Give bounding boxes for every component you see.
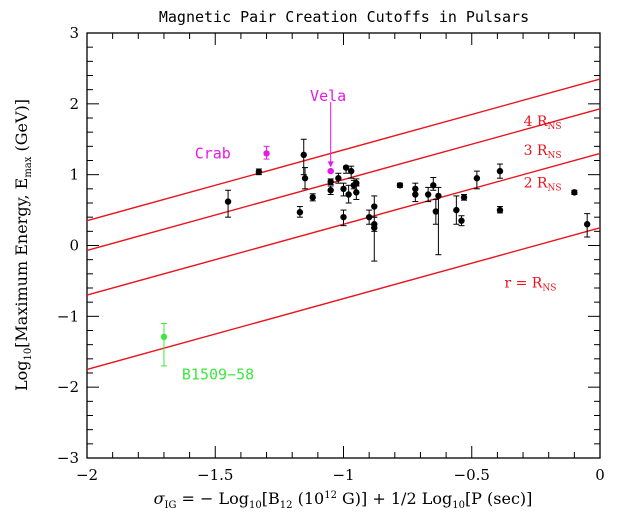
cutoff-line-label-text: 2 R bbox=[524, 175, 548, 191]
data-point bbox=[571, 189, 578, 196]
data-point bbox=[340, 185, 347, 193]
data-point bbox=[335, 175, 342, 182]
cutoff-line-label-text: 4 R bbox=[524, 114, 548, 130]
x-tick-label: −0.5 bbox=[454, 466, 490, 484]
pulsar-label: Crab bbox=[195, 144, 231, 162]
data-point bbox=[340, 213, 347, 221]
cutoff-line bbox=[86, 108, 601, 252]
chart-title: Magnetic Pair Creation Cutoffs in Pulsar… bbox=[159, 8, 529, 26]
y-axis-label: Log10[Maximum Energy, Emax (GeV)] bbox=[12, 99, 34, 391]
y-tick-label: 2 bbox=[69, 95, 79, 113]
data-point bbox=[327, 178, 334, 185]
cutoff-line bbox=[86, 227, 601, 371]
y-tick-label: 0 bbox=[69, 237, 79, 255]
data-point bbox=[583, 221, 591, 228]
data-point bbox=[224, 198, 232, 205]
data-point bbox=[309, 194, 316, 201]
data-point bbox=[353, 179, 360, 187]
data-point bbox=[327, 167, 334, 175]
data-point bbox=[396, 182, 404, 189]
x-axis-label-log2-sub: 10 bbox=[452, 500, 465, 511]
cutoff-line-label: r = RNS bbox=[504, 275, 556, 293]
x-tick-label: 0 bbox=[595, 466, 605, 484]
data-point bbox=[347, 167, 355, 175]
y-tick-label: 1 bbox=[69, 166, 79, 184]
named-pulsars: Crab Vela B1509−58 bbox=[160, 87, 346, 383]
x-axis-label-b: [B bbox=[262, 489, 280, 508]
cutoff-line-label: 3 RNS bbox=[524, 143, 562, 161]
data-point bbox=[496, 206, 504, 214]
x-axis-label-g-rest: G)] + 1/2 Log bbox=[337, 489, 452, 508]
y-axis-label-pre: Log bbox=[12, 361, 31, 392]
x-axis-label-b-sub: 12 bbox=[280, 500, 293, 511]
y-tick-label: −3 bbox=[57, 449, 79, 467]
y-tick-label: −2 bbox=[57, 378, 79, 396]
cutoff-line-label-sub: NS bbox=[542, 283, 556, 293]
data-point bbox=[453, 206, 460, 214]
data-point bbox=[353, 189, 360, 196]
x-axis-label-log-sub: 10 bbox=[249, 500, 262, 511]
data-point bbox=[430, 182, 437, 189]
cutoff-line-label: 2 RNS bbox=[524, 175, 562, 193]
vela-arrow-head bbox=[327, 161, 334, 168]
data-point bbox=[371, 203, 378, 210]
x-axis-label: σIG = − Log10[B12 (1012 G)] + 1/2 Log10[… bbox=[154, 489, 533, 511]
data-point bbox=[345, 191, 352, 198]
y-tick-label: −1 bbox=[57, 307, 79, 325]
x-tick-label: −1 bbox=[332, 466, 354, 484]
data-point bbox=[435, 192, 442, 200]
data-point bbox=[327, 187, 334, 194]
data-point bbox=[365, 213, 373, 221]
data-point bbox=[458, 217, 465, 224]
x-axis-label-sigma: σ bbox=[154, 489, 166, 508]
cutoff-line-label-text: r = R bbox=[504, 275, 542, 291]
x-axis-label-p-rest: [P (sec)] bbox=[465, 489, 532, 508]
cutoff-line-label-sub: NS bbox=[547, 151, 561, 161]
pulsar-label: B1509−58 bbox=[182, 365, 254, 383]
x-tick-label: −2 bbox=[76, 466, 98, 484]
pulsar-points bbox=[224, 138, 591, 262]
cutoff-line-label: 4 RNS bbox=[524, 114, 562, 132]
x-axis-label-sigma-sub: IG bbox=[165, 500, 177, 511]
data-point bbox=[255, 168, 263, 176]
x-axis: −2 −1.5 −1 −0.5 0 bbox=[76, 33, 605, 484]
data-point bbox=[460, 194, 468, 201]
y-axis-label-e-sub: max bbox=[23, 156, 34, 177]
cutoff-line bbox=[86, 78, 601, 222]
data-point bbox=[342, 164, 350, 171]
y-axis-label-pre-sub: 10 bbox=[23, 348, 34, 361]
data-point bbox=[424, 191, 432, 198]
y-axis: −3 −2 −1 0 1 2 3 bbox=[57, 24, 600, 467]
y-axis-label-post: (GeV)] bbox=[12, 99, 31, 157]
data-point bbox=[300, 151, 307, 159]
x-tick-label: −1.5 bbox=[197, 466, 233, 484]
data-point bbox=[496, 167, 504, 175]
cutoff-line-label-text: 3 R bbox=[524, 143, 548, 159]
y-axis-label-mid: [Maximum Energy, E bbox=[12, 178, 31, 348]
data-point bbox=[296, 209, 304, 216]
data-point bbox=[160, 333, 168, 341]
y-tick-label: 3 bbox=[69, 24, 79, 42]
data-point bbox=[301, 175, 309, 182]
x-axis-label-b-sup: 12 bbox=[324, 490, 337, 501]
data-point bbox=[263, 150, 270, 157]
data-point bbox=[371, 224, 378, 231]
x-axis-label-b-rest: (10 bbox=[293, 489, 325, 508]
x-axis-label-eq: = − Log bbox=[176, 489, 249, 508]
data-point bbox=[412, 191, 419, 198]
pulsar-label: Vela bbox=[310, 87, 346, 105]
data-point bbox=[473, 175, 481, 182]
cutoff-line-label-sub: NS bbox=[547, 183, 561, 193]
cutoff-line-label-sub: NS bbox=[547, 122, 561, 132]
data-point bbox=[432, 208, 440, 215]
